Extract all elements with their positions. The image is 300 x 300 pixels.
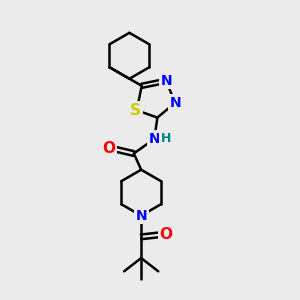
Text: N: N (160, 74, 172, 88)
Text: S: S (130, 103, 141, 118)
Text: N: N (135, 209, 147, 223)
Text: N: N (148, 132, 160, 146)
Text: N: N (170, 96, 182, 110)
Text: H: H (160, 132, 171, 145)
Text: O: O (102, 141, 115, 156)
Text: O: O (159, 227, 172, 242)
